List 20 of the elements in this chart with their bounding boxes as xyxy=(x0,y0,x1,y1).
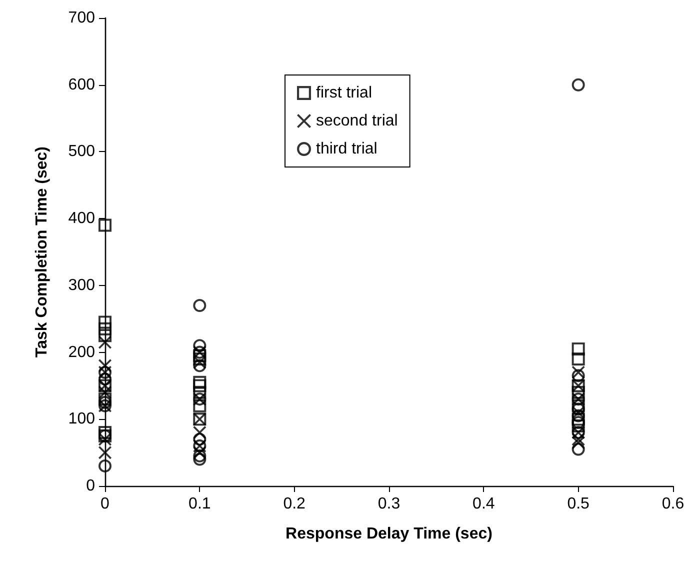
x-tick-label: 0.5 xyxy=(567,496,590,512)
x-tick-label: 0.1 xyxy=(188,496,211,512)
y-tick-label: 200 xyxy=(68,344,96,361)
y-tick-label: 500 xyxy=(68,143,96,160)
x-tick-label: 0 xyxy=(100,496,110,512)
y-axis-title: Task Completion Time (sec) xyxy=(34,146,50,358)
x-tick-label: 0.3 xyxy=(378,496,400,512)
y-tick-label: 600 xyxy=(68,76,96,94)
y-tick-label: 300 xyxy=(68,276,96,294)
legend-label: first trial xyxy=(316,84,372,102)
y-tick-label: 700 xyxy=(68,10,96,26)
y-tick-label: 100 xyxy=(68,410,96,428)
legend-label: second trial xyxy=(316,112,398,130)
x-tick-label: 0.6 xyxy=(662,496,684,512)
x-tick-label: 0.2 xyxy=(283,496,306,512)
x-tick-label: 0.4 xyxy=(472,496,495,512)
y-tick-label: 0 xyxy=(86,478,96,494)
x-axis-title: Response Delay Time (sec) xyxy=(286,526,492,542)
legend-label: third trial xyxy=(316,140,378,158)
y-tick-label: 400 xyxy=(68,210,96,228)
